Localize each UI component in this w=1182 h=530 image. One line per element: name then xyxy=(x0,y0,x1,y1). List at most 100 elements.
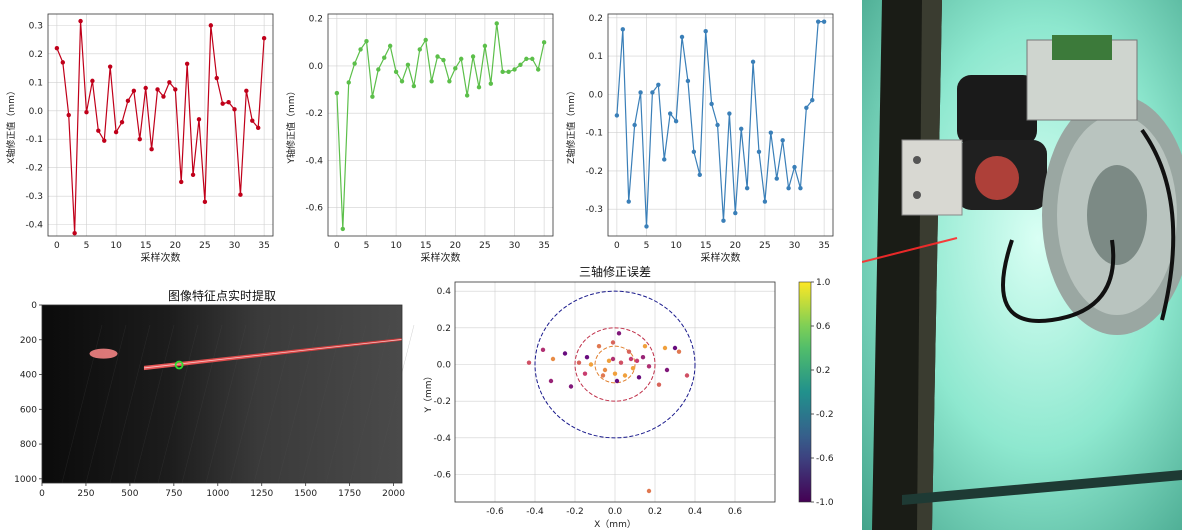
y-tick-label: 0.2 xyxy=(29,50,43,60)
x-tick-label: 0.4 xyxy=(688,507,703,517)
data-point xyxy=(691,149,697,154)
data-point xyxy=(334,90,340,96)
data-point xyxy=(679,34,685,40)
error-point xyxy=(568,384,574,389)
y-tick-label: 0.4 xyxy=(437,287,452,297)
error-point xyxy=(684,373,690,378)
x-tick-label: 30 xyxy=(509,241,521,251)
data-point xyxy=(744,185,750,191)
z-correction-chart: 0 5 10 15 20 25 30 35 -0.3 -0.2 -0.1 0.0 0.1 0.2 采样次数 Z… xyxy=(565,13,834,264)
x-tick-label: 5 xyxy=(84,241,90,251)
error-point xyxy=(672,345,678,351)
data-point xyxy=(250,118,255,123)
x-axis-label: 采样次数 xyxy=(701,251,741,264)
y-tick-label: 400 xyxy=(20,371,37,381)
data-point xyxy=(125,98,131,104)
data-point xyxy=(417,47,422,52)
data-point xyxy=(667,111,673,116)
error-point xyxy=(626,349,632,354)
x-tick-label: 1000 xyxy=(206,489,229,499)
x-tick-label: -0.6 xyxy=(486,507,504,517)
error-point xyxy=(576,360,582,365)
plot-frame xyxy=(327,13,554,237)
data-point xyxy=(470,54,476,59)
series-line xyxy=(616,21,825,227)
data-point xyxy=(626,199,631,204)
colorbar-tick-label: 1.0 xyxy=(816,278,831,288)
y-tick-label: -0.4 xyxy=(305,156,323,166)
error-point xyxy=(602,367,608,373)
error-point xyxy=(606,358,612,364)
data-point xyxy=(459,56,464,62)
data-point xyxy=(488,81,494,86)
y-axis-label: X轴修正值（mm） xyxy=(5,86,17,164)
y-tick-label: 0.0 xyxy=(437,361,452,371)
data-point xyxy=(137,137,142,142)
three-axis-error-scatter: 三轴修正误差 -0.6 -0.4 -0.2 0.0 0.2 0.4 0.6 -0.6 -0.4 -0… xyxy=(423,264,834,530)
data-point xyxy=(673,118,679,124)
data-point xyxy=(184,61,190,67)
data-point xyxy=(530,56,535,62)
x-tick-label: 25 xyxy=(479,241,490,251)
x-tick-label: 30 xyxy=(789,241,801,251)
data-point xyxy=(232,107,237,112)
series-line xyxy=(336,23,545,229)
colorbar-tick-label: -1.0 xyxy=(816,498,834,508)
data-point xyxy=(792,164,797,170)
data-point xyxy=(382,55,387,60)
data-point xyxy=(662,157,667,162)
y-tick-label: 0 xyxy=(31,301,37,311)
plot-frame xyxy=(47,13,274,237)
x-axis-label: X（mm） xyxy=(594,519,636,530)
x-tick-label: 20 xyxy=(730,241,742,251)
y-tick-label: -0.1 xyxy=(585,129,603,139)
x-axis-label: 采样次数 xyxy=(421,251,461,264)
error-point xyxy=(526,360,532,365)
x-tick-label: 10 xyxy=(390,241,402,251)
error-point xyxy=(540,347,546,353)
data-point xyxy=(113,129,119,135)
data-point xyxy=(524,56,529,62)
error-point xyxy=(676,349,682,354)
data-point xyxy=(614,113,620,118)
data-point xyxy=(72,230,77,236)
data-point xyxy=(66,112,71,118)
x-tick-label: 1750 xyxy=(338,489,361,499)
x-tick-label: 0.0 xyxy=(608,507,623,517)
data-point xyxy=(512,67,517,72)
x-tick-label: 10 xyxy=(670,241,682,251)
data-point xyxy=(107,64,113,69)
y-tick-label: -0.4 xyxy=(433,434,451,444)
x-tick-label: 2000 xyxy=(382,489,405,499)
data-point xyxy=(90,78,95,84)
data-point xyxy=(220,101,225,106)
y-axis-label: Y轴修正值（mm） xyxy=(285,86,297,164)
data-point xyxy=(721,218,726,223)
data-point xyxy=(441,57,446,63)
data-point xyxy=(358,47,363,52)
data-point xyxy=(535,67,541,72)
data-point xyxy=(518,62,523,67)
scatter-title: 三轴修正误差 xyxy=(579,264,651,279)
data-point xyxy=(739,126,744,132)
data-point xyxy=(196,117,202,122)
colorbar-tick-label: -0.6 xyxy=(816,454,834,464)
y-tick-label: -0.6 xyxy=(433,471,451,481)
x-tick-label: 0 xyxy=(54,241,60,251)
camera-housing xyxy=(957,75,1037,145)
x-tick-label: -0.4 xyxy=(526,507,544,517)
robot-sensor-illustration xyxy=(862,0,1182,530)
data-point xyxy=(405,62,411,67)
data-point xyxy=(638,90,643,95)
error-point xyxy=(640,354,646,360)
error-point xyxy=(548,378,554,384)
error-point xyxy=(600,373,606,378)
data-point xyxy=(214,75,219,81)
data-point xyxy=(60,60,66,65)
data-point xyxy=(762,199,768,204)
y-tick-label: 200 xyxy=(20,336,37,346)
x-tick-label: 15 xyxy=(700,241,711,251)
error-point xyxy=(614,378,620,384)
y-tick-label: 800 xyxy=(20,440,37,450)
y-tick-label: -0.6 xyxy=(305,204,323,214)
